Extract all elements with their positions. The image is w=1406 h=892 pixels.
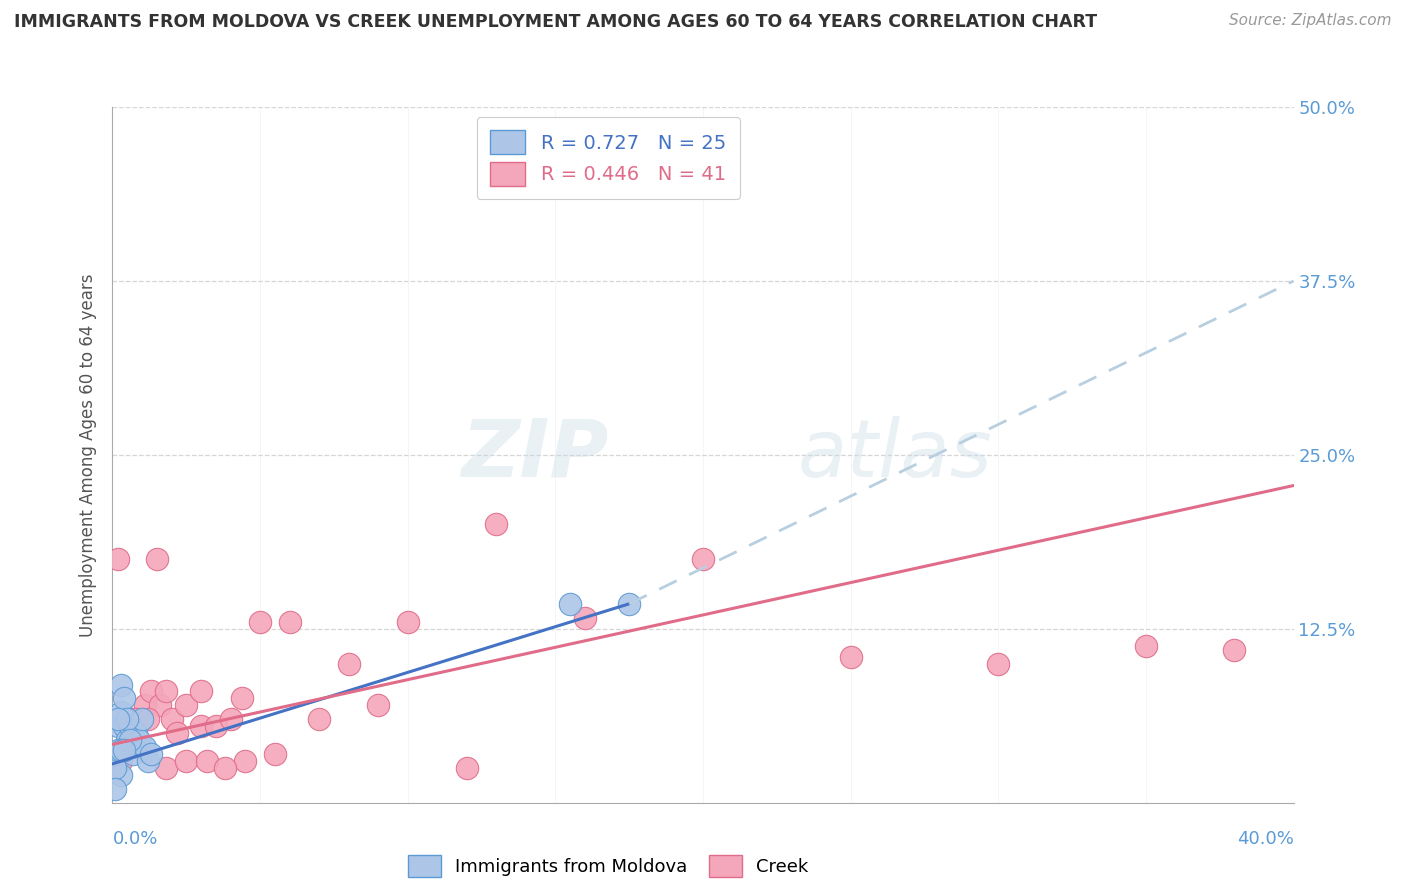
Point (125, 726, 148, 740)
Point (337, 657, 360, 671)
Point (139, 684, 162, 698)
Point (174, 754, 197, 768)
Point (104, 747, 127, 761)
Point (122, 747, 145, 761)
Point (110, 754, 132, 768)
Point (155, 684, 177, 698)
Point (367, 698, 389, 713)
Text: Source: ZipAtlas.com: Source: ZipAtlas.com (1229, 13, 1392, 29)
Point (149, 698, 172, 713)
Point (205, 719, 228, 733)
Text: 0.0%: 0.0% (112, 830, 157, 847)
Point (249, 615, 271, 629)
Point (174, 698, 197, 713)
Point (190, 719, 212, 733)
Legend: Immigrants from Moldova, Creek: Immigrants from Moldova, Creek (401, 847, 815, 884)
Text: atlas: atlas (797, 416, 993, 494)
Point (110, 768, 132, 782)
Point (456, 761, 478, 775)
Point (107, 743, 129, 757)
Point (485, 517, 508, 532)
Point (128, 733, 150, 747)
Text: IMMIGRANTS FROM MOLDOVA VS CREEK UNEMPLOYMENT AMONG AGES 60 TO 64 YEARS CORRELAT: IMMIGRANTS FROM MOLDOVA VS CREEK UNEMPLO… (14, 13, 1097, 31)
Point (128, 740, 150, 755)
Point (214, 761, 236, 775)
Point (574, 611, 596, 625)
Point (219, 712, 242, 726)
Point (117, 726, 138, 740)
Point (233, 754, 256, 768)
Text: ZIP: ZIP (461, 416, 609, 494)
Point (1135, 639, 1157, 653)
Point (104, 761, 127, 775)
Point (120, 733, 142, 747)
Point (107, 552, 129, 566)
Point (264, 747, 287, 761)
Point (117, 712, 138, 726)
Point (195, 754, 218, 768)
Point (122, 712, 145, 726)
Point (110, 677, 132, 691)
Y-axis label: Unemployment Among Ages 60 to 64 years: Unemployment Among Ages 60 to 64 years (79, 273, 97, 637)
Point (166, 726, 188, 740)
Point (125, 712, 148, 726)
Point (107, 712, 129, 726)
Point (136, 712, 159, 726)
Point (308, 712, 330, 726)
Text: 40.0%: 40.0% (1237, 830, 1294, 847)
Point (136, 754, 159, 768)
Point (131, 712, 153, 726)
Point (112, 743, 135, 757)
Point (120, 719, 142, 733)
Point (110, 706, 132, 720)
Point (104, 781, 127, 796)
Point (692, 552, 714, 566)
Point (146, 552, 169, 566)
Point (1223, 642, 1246, 657)
Point (110, 743, 132, 757)
Point (160, 712, 183, 726)
Point (190, 684, 212, 698)
Point (619, 597, 641, 611)
Point (134, 740, 156, 755)
Point (231, 691, 253, 706)
Point (117, 733, 138, 747)
Point (396, 615, 419, 629)
Point (112, 719, 135, 733)
Point (155, 761, 177, 775)
Point (112, 691, 135, 706)
Point (558, 597, 582, 611)
Point (134, 698, 156, 713)
Point (107, 719, 129, 733)
Point (139, 747, 162, 761)
Point (278, 615, 301, 629)
Point (987, 657, 1010, 671)
Point (839, 649, 862, 664)
